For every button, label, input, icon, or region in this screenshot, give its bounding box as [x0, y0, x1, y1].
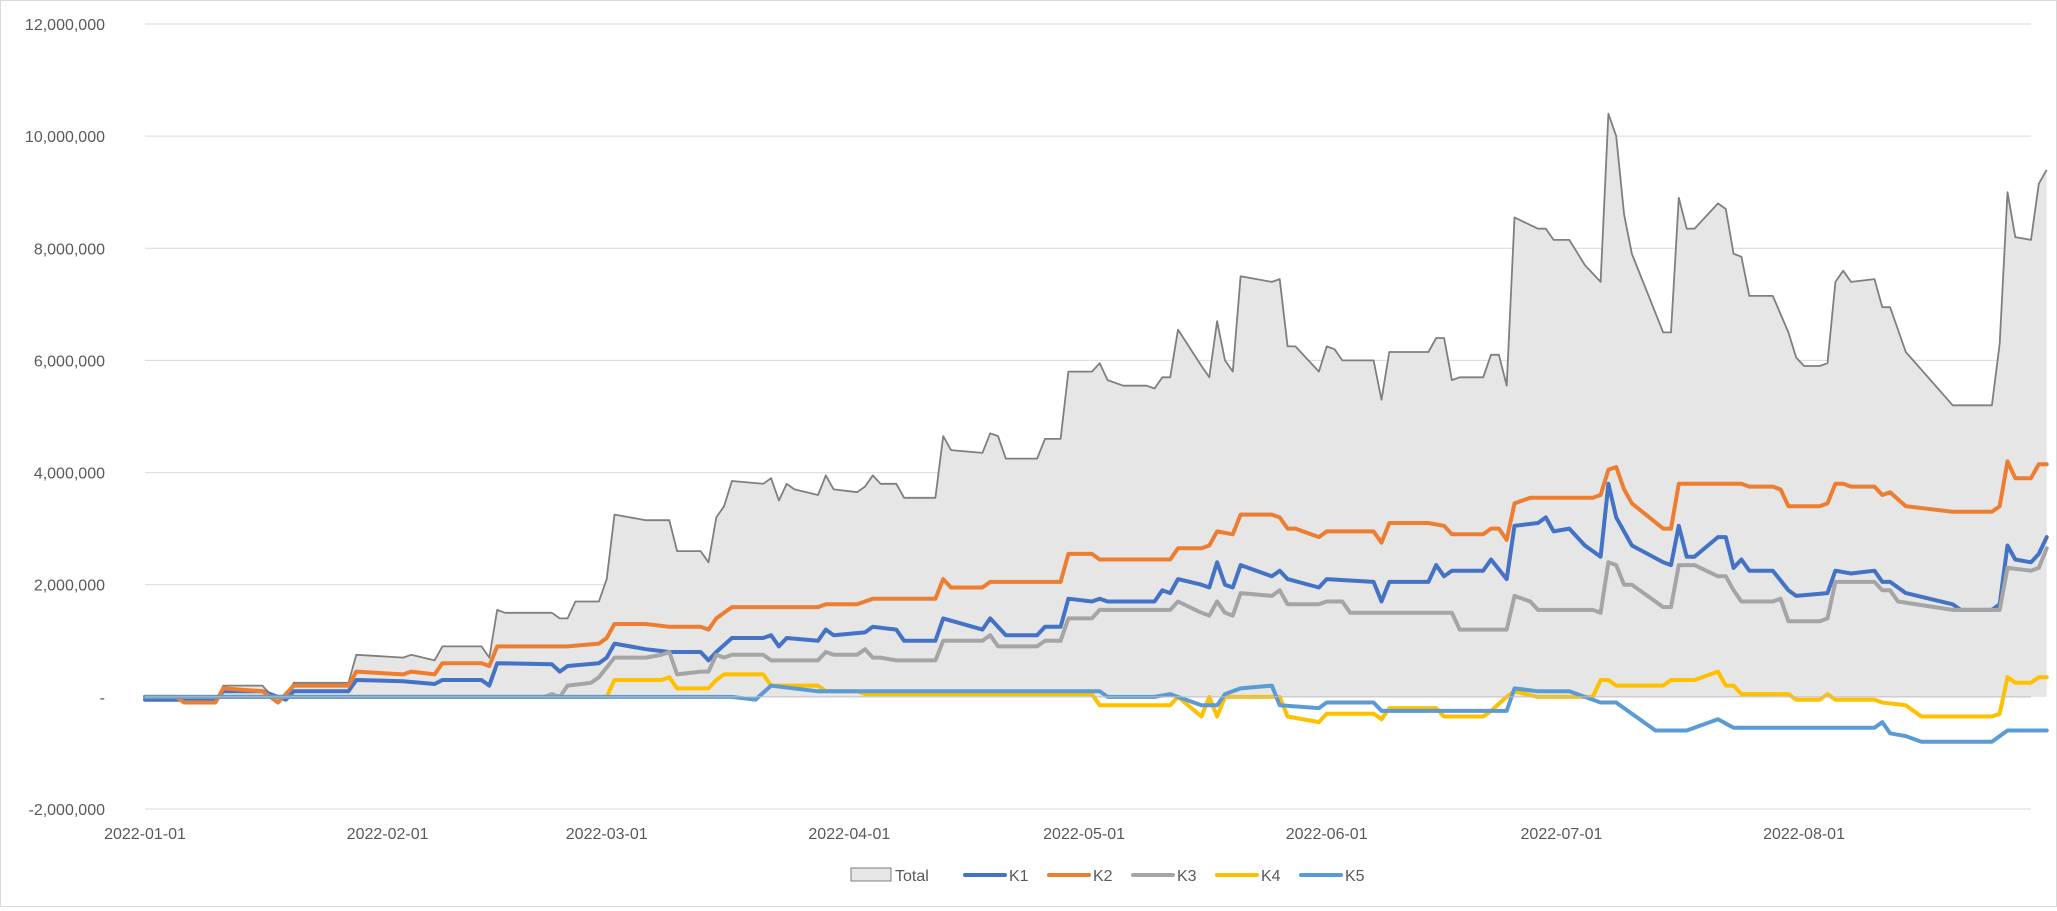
- series-k2-line: [143, 459, 2049, 705]
- series-total-area: [145, 113, 2047, 703]
- x-tick-label: 2022-05-01: [1043, 826, 1125, 843]
- legend-item-k5: K5: [1299, 868, 1365, 885]
- x-tick-label: 2022-08-01: [1763, 826, 1845, 843]
- x-tick-label: 2022-01-01: [104, 826, 186, 843]
- legend-label: K1: [1009, 868, 1029, 885]
- y-tick-label: 6,000,000: [34, 353, 105, 370]
- legend-label: K4: [1261, 868, 1281, 885]
- y-tick-label: 8,000,000: [34, 241, 105, 258]
- legend-item-k4: K4: [1215, 868, 1281, 885]
- legend-item-total: Total: [850, 867, 929, 885]
- x-tick-label: 2022-03-01: [566, 826, 648, 843]
- y-tick-label: 12,000,000: [25, 17, 105, 34]
- line-layer: [143, 459, 2049, 744]
- area-layer: [144, 112, 2048, 704]
- series-k1-line: [143, 481, 2049, 702]
- legend: Total K1 K2 K3 K4 K5: [850, 867, 1365, 885]
- y-tick-label: 4,000,000: [34, 466, 105, 483]
- legend-swatch: [850, 867, 892, 882]
- y-tick-label: 10,000,000: [25, 129, 105, 146]
- legend-label: K3: [1177, 868, 1197, 885]
- legend-item-k3: K3: [1131, 868, 1197, 885]
- x-tick-label: 2022-04-01: [808, 826, 890, 843]
- legend-item-k1: K1: [963, 868, 1029, 885]
- series-k3-line: [143, 546, 2049, 699]
- series-total-outline: [144, 112, 2048, 704]
- legend-item-k2: K2: [1047, 868, 1113, 885]
- y-tick-label: 2,000,000: [34, 578, 105, 595]
- x-tick-label: 2022-06-01: [1286, 826, 1368, 843]
- y-tick-label: -2,000,000: [28, 802, 105, 819]
- x-tick-label: 2022-07-01: [1521, 826, 1603, 843]
- legend-label: Total: [895, 868, 929, 885]
- x-tick-label: 2022-02-01: [347, 826, 429, 843]
- axis-layer: -2,000,000-2,000,0004,000,0006,000,0008,…: [25, 17, 2031, 843]
- legend-label: K2: [1093, 868, 1113, 885]
- y-tick-label: -: [100, 690, 105, 707]
- legend-label: K5: [1345, 868, 1365, 885]
